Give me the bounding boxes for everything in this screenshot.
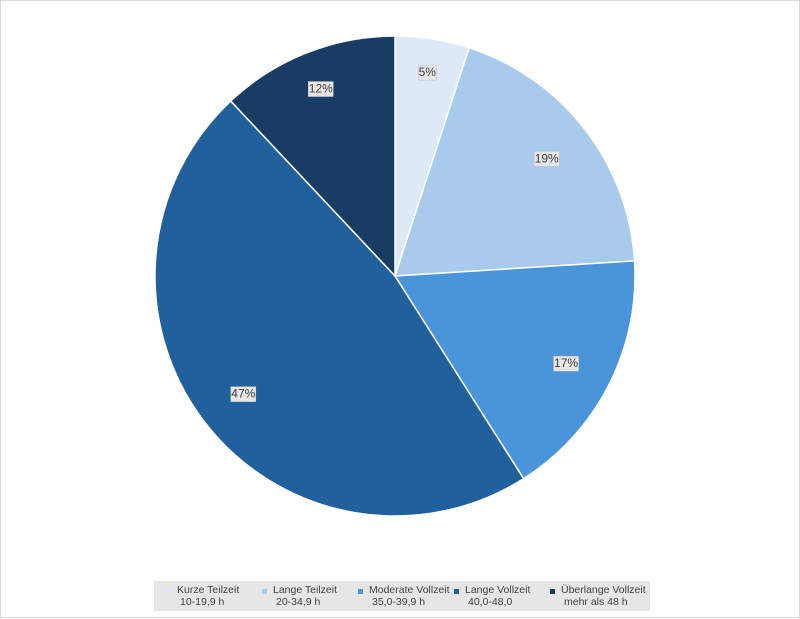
legend-item-4: Lange Vollzeit 40,0-48,0 — [454, 584, 550, 608]
legend-range: 40,0-48,0 — [468, 596, 513, 608]
legend-range: 20-34,9 h — [276, 596, 321, 608]
legend-label: Lange Vollzeit — [465, 584, 531, 596]
legend-swatch — [358, 589, 363, 594]
data-label-text: 47% — [231, 387, 255, 401]
data-label-text: 19% — [535, 151, 559, 165]
legend-item-1: Kurze Teilzeit 10-19,9 h — [166, 584, 262, 608]
legend-swatch — [550, 589, 555, 594]
data-label-box — [418, 64, 437, 81]
legend-item-2: Lange Teilzeit 20-34,9 h — [262, 584, 358, 608]
data-label-4: 47% — [230, 386, 257, 402]
pie-slice-5 — [229, 35, 396, 278]
data-label-text: 17% — [554, 356, 578, 370]
legend-label: Lange Teilzeit — [273, 584, 338, 596]
legend-swatch — [454, 589, 459, 594]
pie-slice-4 — [154, 99, 525, 517]
data-label-box — [553, 355, 579, 372]
data-label-3: 17% — [553, 355, 579, 372]
legend-range: 10-19,9 h — [180, 596, 225, 608]
legend-swatch — [166, 589, 171, 594]
legend-item-5: Überlange Vollzeit mehr als 48 h — [550, 584, 646, 608]
legend-label: Überlange Vollzeit — [561, 584, 646, 596]
pie-slice-2 — [393, 46, 636, 277]
legend-swatch — [262, 589, 267, 594]
data-label-text: 5% — [419, 65, 437, 79]
data-label-5: 12% — [308, 81, 334, 97]
data-label-box — [230, 386, 257, 402]
legend-range: mehr als 48 h — [564, 596, 628, 608]
pie-slices — [154, 35, 636, 517]
data-label-box — [533, 151, 560, 167]
data-label-2: 19% — [533, 151, 560, 167]
legend: Kurze Teilzeit 10-19,9 h Lange Teilzeit 20-… — [154, 581, 650, 611]
legend-item-3: Moderate Vollzeit 35,0-39,9 h — [358, 584, 454, 608]
legend-range: 35,0-39,9 h — [372, 596, 426, 608]
data-label-text: 12% — [309, 82, 333, 96]
legend-label: Kurze Teilzeit — [177, 584, 240, 596]
pie-slice-3 — [393, 260, 636, 480]
data-label-1: 5% — [418, 64, 437, 81]
legend-label: Moderate Vollzeit — [369, 584, 450, 596]
data-label-box — [308, 81, 334, 97]
data-labels: 5% 19% 17% 47% 12% — [230, 64, 579, 402]
